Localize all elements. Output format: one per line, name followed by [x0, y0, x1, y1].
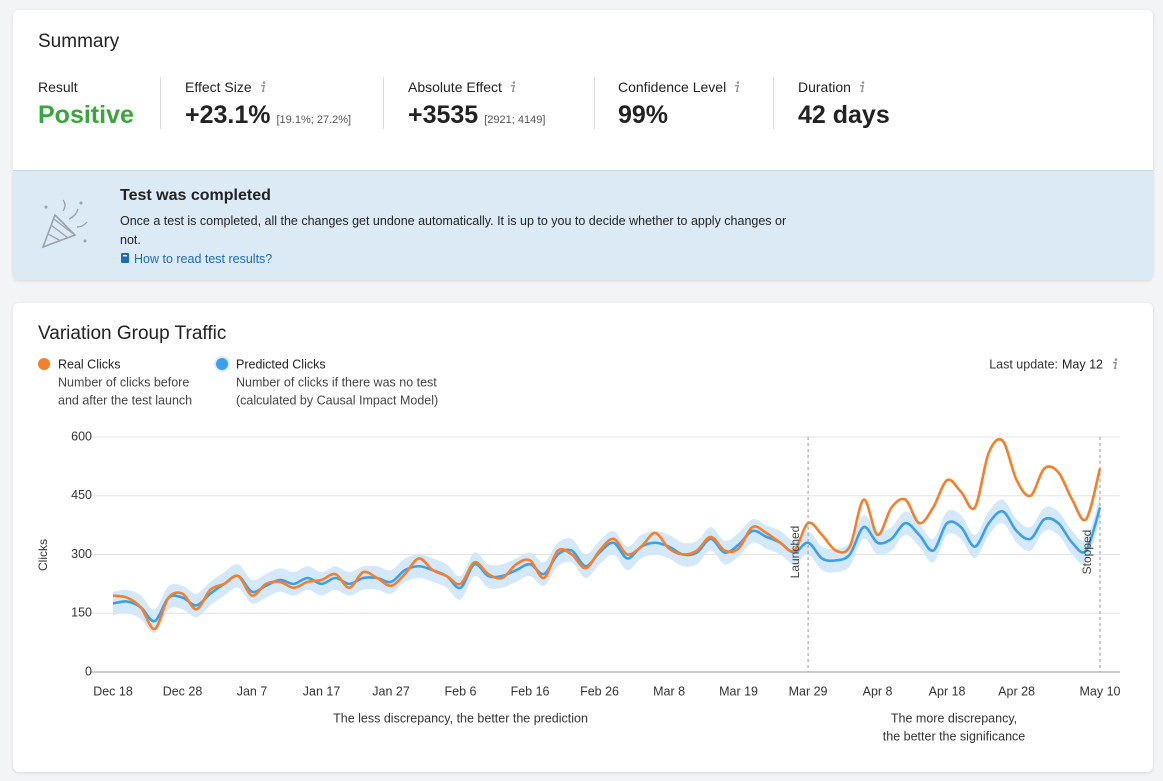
metric-label: Effect Size: [185, 79, 267, 95]
metric-value: +23.1% [19.1%; 27.2%]: [185, 101, 351, 130]
legend-description: and after the test launch: [58, 393, 192, 407]
series-line: [112, 437, 1102, 631]
info-icon[interactable]: [508, 81, 517, 93]
metric-label: Duration: [798, 79, 866, 95]
info-icon[interactable]: [732, 81, 741, 93]
metric-label: Confidence Level: [618, 79, 741, 95]
metric-range: [19.1%; 27.2%]: [276, 114, 352, 126]
banner-link[interactable]: How to read test results?: [120, 252, 272, 266]
y-axis-label: Clicks: [36, 539, 50, 571]
metric-range: [2921; 4149]: [484, 114, 546, 126]
metric-label-text: Confidence Level: [618, 79, 727, 95]
info-icon[interactable]: [258, 81, 267, 93]
metric-value: +3535 [2921; 4149]: [408, 101, 545, 130]
x-tick-label: Mar 29: [789, 684, 828, 698]
metric-value: Positive: [38, 101, 134, 129]
legend-swatch: [38, 358, 50, 370]
metric-label-text: Effect Size: [185, 79, 252, 95]
y-tick-label: 0: [85, 664, 92, 678]
legend-swatch: [216, 358, 228, 370]
x-tick-label: Feb 6: [445, 684, 477, 698]
chart-card: Variation Group Traffic May 12 Last upda…: [13, 303, 1153, 772]
legend-description: (calculated by Causal Impact Model): [236, 393, 438, 407]
metric-label: Absolute Effect: [408, 79, 517, 95]
note: The more discrepancy,: [891, 711, 1017, 725]
x-tick-label: Jan 27: [372, 684, 410, 698]
x-tick-label: Apr 18: [929, 684, 966, 698]
metric-value: 42 days: [798, 101, 890, 129]
last-update-date: May 12: [1062, 357, 1103, 371]
book-icon: [121, 253, 129, 263]
note: The less discrepancy, the better the pre…: [333, 711, 588, 725]
separator: [773, 77, 774, 129]
x-tick-label: Jan 17: [303, 684, 341, 698]
legend-description: Number of clicks if there was no test: [236, 375, 437, 389]
banner: Test was completed Once a test is comple…: [13, 170, 1153, 280]
metric-value-text: +23.1%: [185, 101, 271, 129]
x-tick-label: Mar 19: [719, 684, 758, 698]
confidence-band: [113, 495, 1100, 633]
x-tick-label: Mar 8: [653, 684, 685, 698]
x-tick-label: Apr 28: [998, 684, 1035, 698]
metric-label-text: Duration: [798, 79, 851, 95]
last-update-label: Last update:: [989, 357, 1058, 371]
metric-value-text: +3535: [408, 101, 479, 129]
chart: Variation Group Traffic May 12 Last upda…: [36, 323, 1121, 743]
summary-title: Summary: [38, 31, 120, 52]
metric-value: 99%: [618, 101, 669, 129]
chart-title: Variation Group Traffic: [38, 323, 226, 344]
marker-label: Launched: [788, 526, 802, 579]
marker-label: Stopped: [1080, 530, 1094, 575]
legend-label: Predicted Clicks: [236, 357, 326, 371]
separator: [383, 77, 384, 129]
x-tick-label: Dec 18: [93, 684, 133, 698]
info-icon[interactable]: [1112, 358, 1119, 369]
info-icon[interactable]: [857, 81, 866, 93]
x-tick-label: Apr 8: [863, 684, 893, 698]
x-tick-label: Dec 28: [163, 684, 203, 698]
x-tick-label: Feb 16: [511, 684, 550, 698]
confetti-icon: [41, 199, 88, 249]
summary-card: Summary Result Positive Effect Size +23.…: [13, 10, 1153, 280]
legend-label: Real Clicks: [58, 357, 121, 371]
x-tick-label: Feb 26: [580, 684, 619, 698]
series-line: [112, 507, 1102, 623]
y-tick-label: 450: [71, 488, 92, 502]
note: the better the significance: [883, 729, 1025, 743]
legend-description: Number of clicks before: [58, 375, 189, 389]
metric-label-text: Absolute Effect: [408, 79, 502, 95]
x-tick-label: May 10: [1080, 684, 1121, 698]
banner-title: Test was completed: [120, 187, 271, 204]
y-tick-label: 600: [71, 429, 92, 443]
separator: [594, 77, 595, 129]
x-tick-label: Jan 7: [237, 684, 268, 698]
y-tick-label: 150: [71, 606, 92, 620]
banner-link-text[interactable]: How to read test results?: [134, 252, 273, 266]
y-tick-label: 300: [71, 547, 92, 561]
separator: [160, 77, 161, 129]
metric-label: Result: [38, 79, 78, 95]
banner-text: Once a test is completed, all the change…: [120, 214, 787, 247]
